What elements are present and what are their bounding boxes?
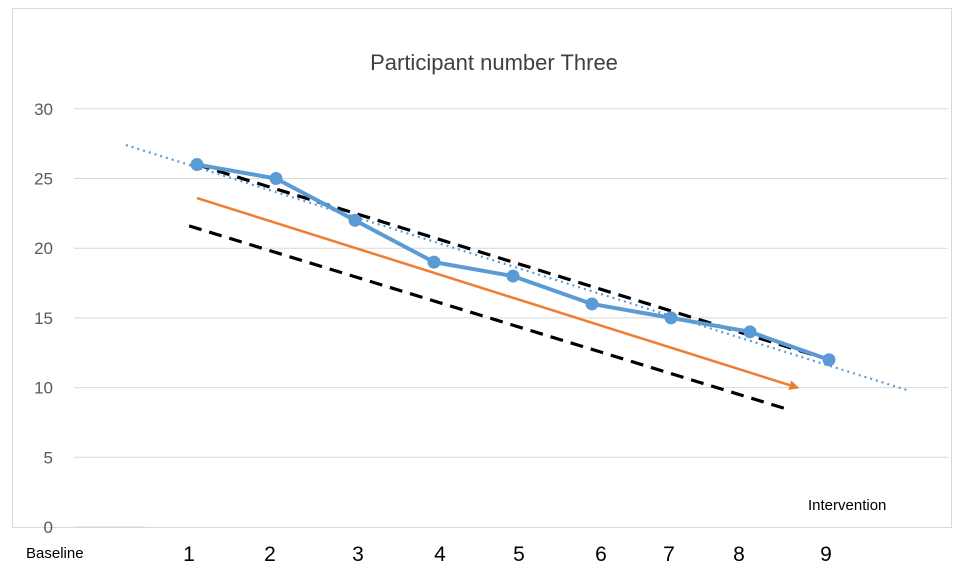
y-axis-ticks: 0 5 10 15 20 25 30 [34,100,53,537]
x-tick-label: 8 [733,543,745,566]
data-point [427,255,441,269]
y-tick-label: 25 [34,170,53,189]
x-tick-label: 3 [352,543,364,566]
data-point [585,297,599,311]
y-tick-label: 30 [34,100,53,119]
trend-arrow [196,196,800,390]
x-tick-label: 6 [595,543,607,566]
trend-line-dotted [125,143,909,392]
data-point [664,311,678,325]
data-point [506,269,520,283]
x-axis-ticks: 1 2 3 4 5 6 7 8 9 [183,543,832,566]
gridlines [74,108,948,528]
data-point [822,353,836,367]
data-point [190,158,204,172]
y-tick-label: 20 [34,239,53,258]
chart-frame [12,8,952,528]
series-line [196,162,830,362]
x-tick-label: 4 [434,543,446,566]
baseline-label: Baseline [26,545,84,562]
series-group [190,158,836,367]
x-tick-label: 7 [663,543,675,566]
chart-title: Participant number Three [370,50,618,75]
data-point [743,325,757,339]
data-point [348,213,362,227]
data-point [269,172,283,185]
x-tick-label: 5 [513,543,525,566]
y-tick-label: 0 [44,518,53,537]
intervention-label: Intervention [808,497,886,514]
x-tick-label: 9 [820,543,832,566]
y-tick-label: 5 [44,448,53,467]
x-tick-label: 2 [264,543,276,566]
x-tick-label: 1 [183,543,195,566]
y-tick-label: 15 [34,309,53,328]
y-tick-label: 10 [34,379,53,398]
